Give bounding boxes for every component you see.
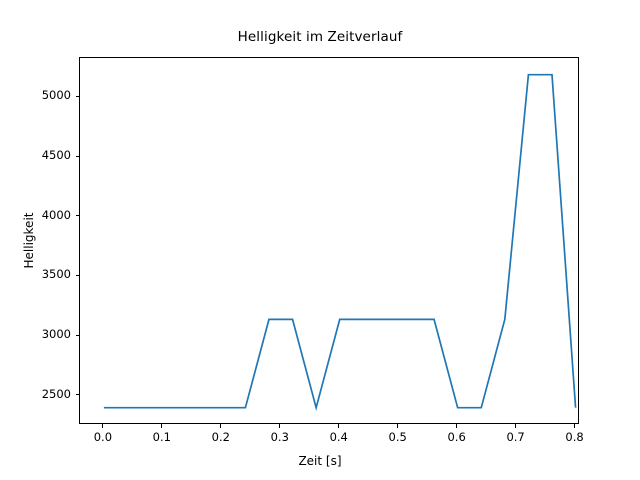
x-tick-label: 0.4 <box>329 430 348 444</box>
x-tick-label: 0.7 <box>506 430 525 444</box>
x-tick-label: 0.8 <box>565 430 584 444</box>
y-tick-label: 4500 <box>41 148 71 163</box>
x-tick-mark <box>456 424 458 428</box>
chart-title: Helligkeit im Zeitverlauf <box>237 29 403 45</box>
x-tick-label: 0.3 <box>270 430 289 444</box>
x-tick-mark <box>338 424 340 428</box>
y-tick-label: 4000 <box>41 207 71 222</box>
y-tick-label: 3000 <box>41 327 71 342</box>
plot-axes <box>79 57 579 424</box>
x-tick-label: 0.6 <box>447 430 466 444</box>
y-tick-label: 5000 <box>41 88 71 103</box>
y-tick-mark <box>75 334 79 336</box>
data-series-line <box>103 73 577 411</box>
x-tick-label: 0.2 <box>211 430 230 444</box>
y-tick-label: 3500 <box>41 267 71 282</box>
y-tick-mark <box>75 155 79 157</box>
y-tick-label: 2500 <box>41 386 71 401</box>
x-tick-label: 0.1 <box>152 430 171 444</box>
x-tick-mark <box>397 424 399 428</box>
y-tick-mark <box>75 394 79 396</box>
x-axis-label: Zeit [s] <box>298 454 342 468</box>
x-tick-mark <box>279 424 281 428</box>
x-tick-mark <box>161 424 163 428</box>
x-tick-label: 0.5 <box>388 430 407 444</box>
y-tick-mark <box>75 215 79 217</box>
x-tick-mark <box>220 424 222 428</box>
x-tick-mark <box>515 424 517 428</box>
x-tick-mark <box>102 424 104 428</box>
y-tick-mark <box>75 95 79 97</box>
line-plot-svg <box>103 73 577 411</box>
y-tick-mark <box>75 274 79 276</box>
x-tick-mark <box>574 424 576 428</box>
y-axis-label: Helligkeit <box>22 212 36 269</box>
x-tick-label: 0.0 <box>93 430 113 444</box>
